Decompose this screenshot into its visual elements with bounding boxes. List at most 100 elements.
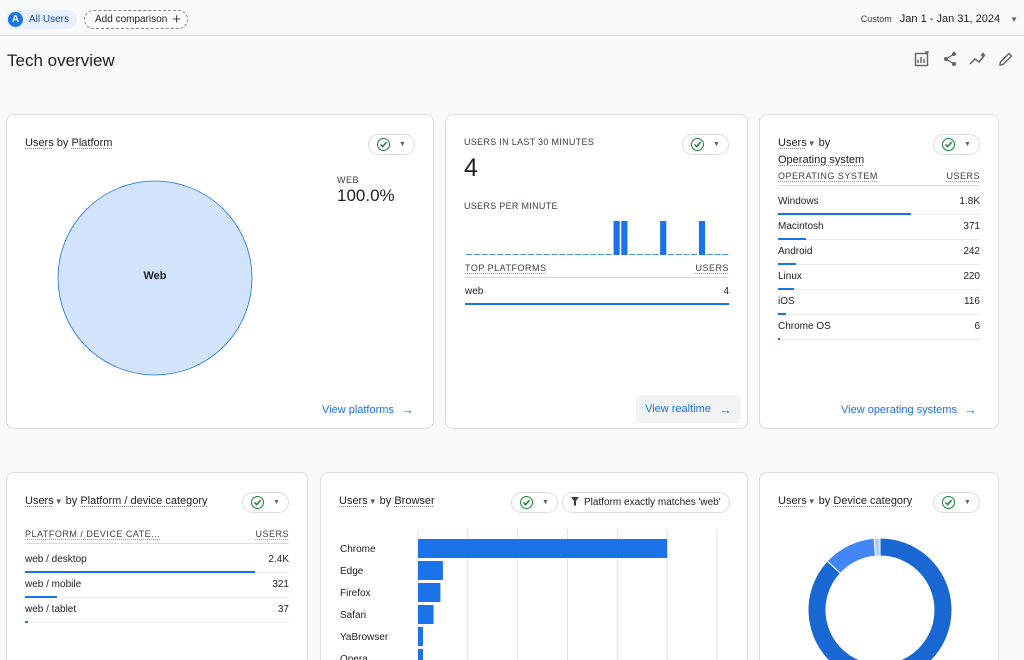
row-value: 4	[723, 286, 729, 297]
header-metric[interactable]: USERS	[255, 529, 289, 539]
caret-down-icon: ▼	[1010, 14, 1018, 24]
minute-bar	[598, 254, 605, 255]
table-row[interactable]: web / mobile 321	[25, 573, 289, 598]
status-dropdown[interactable]: ▼	[933, 492, 980, 513]
metric-label[interactable]: Users	[25, 495, 54, 507]
caret-down-icon: ▼	[713, 141, 720, 148]
donut-slice-mobile[interactable]	[826, 537, 877, 574]
row-proportion-bar	[25, 596, 57, 598]
view-operating-systems-label: View operating systems	[841, 403, 957, 416]
date-range-picker[interactable]: Custom Jan 1 - Jan 31, 2024 ▼	[861, 13, 1018, 25]
table-row[interactable]: Chrome OS 6	[778, 315, 980, 340]
dimension-label[interactable]: Browser	[394, 495, 435, 507]
row-label: Windows	[778, 196, 819, 207]
row-label: web	[465, 286, 484, 297]
row-value: 371	[963, 221, 980, 232]
dimension-label[interactable]: Device category	[833, 495, 913, 507]
report-toolbar	[908, 49, 1020, 69]
check-circle-icon	[377, 138, 391, 151]
by-label: by	[56, 137, 69, 149]
filter-label: Platform exactly matches 'web'	[584, 497, 721, 508]
realtime-value: 4	[464, 154, 478, 182]
customize-report-icon[interactable]	[908, 49, 936, 69]
dimension-label[interactable]: Operating system	[778, 154, 865, 166]
caret-down-icon[interactable]: ▼	[807, 497, 816, 506]
table-row[interactable]: web 4	[465, 280, 729, 305]
donut-slice-desktop[interactable]	[807, 537, 953, 660]
card-title: Users by Platform	[25, 135, 112, 151]
caret-down-icon[interactable]: ▼	[807, 139, 816, 148]
header-dimension[interactable]: PLATFORM / DEVICE CATE...	[25, 529, 161, 539]
segment-label: All Users	[29, 14, 70, 25]
table-row[interactable]: Windows 1.8K	[778, 190, 980, 215]
segment-chip-all-users[interactable]: A All Users	[6, 10, 78, 29]
row-value: 37	[277, 604, 289, 615]
by-label: by	[65, 495, 78, 507]
minute-bar	[636, 254, 643, 255]
dimension-label[interactable]: Platform	[71, 137, 113, 149]
platform-pie-chart	[57, 180, 253, 376]
header-dimension[interactable]: OPERATING SYSTEM	[778, 171, 878, 181]
row-proportion-bar	[25, 621, 29, 623]
view-operating-systems-link[interactable]: View operating systems →	[841, 402, 977, 417]
metric-label[interactable]: Users	[778, 495, 807, 507]
insights-icon[interactable]	[964, 49, 992, 69]
browser-bar[interactable]	[418, 583, 441, 602]
add-comparison-label: Add comparison	[95, 14, 168, 25]
caret-down-icon: ▼	[542, 499, 549, 506]
view-platforms-link[interactable]: View platforms →	[322, 402, 414, 417]
table-row[interactable]: Android 242	[778, 240, 980, 265]
device-table-header: PLATFORM / DEVICE CATE... USERS	[25, 529, 289, 544]
minute-bar	[629, 254, 636, 255]
table-row[interactable]: Macintosh 371	[778, 215, 980, 240]
browser-bar[interactable]	[418, 561, 443, 580]
row-value: 6	[974, 321, 980, 332]
dimension-label[interactable]: Platform / device category	[80, 495, 208, 507]
metric-label[interactable]: Users	[778, 137, 807, 149]
check-circle-icon	[520, 496, 534, 509]
check-circle-icon	[251, 496, 265, 509]
segment-avatar: A	[8, 12, 23, 27]
card-realtime: USERS IN LAST 30 MINUTES 4 ▼ USERS PER M…	[445, 114, 748, 429]
view-realtime-button[interactable]: View realtime →	[636, 395, 741, 423]
pie-slice-label: Web	[143, 270, 167, 282]
status-dropdown[interactable]: ▼	[682, 134, 729, 155]
header-metric[interactable]: USERS	[946, 171, 980, 181]
table-row[interactable]: web / desktop 2.4K	[25, 548, 289, 573]
metric-label[interactable]: Users	[25, 137, 54, 149]
status-dropdown[interactable]: ▼	[933, 134, 980, 155]
date-range-label: Jan 1 - Jan 31, 2024	[899, 13, 1001, 25]
browser-bar-chart: Chrome Edge Firefox Safari YaBrowser Opera	[340, 529, 718, 660]
minute-bar	[473, 254, 480, 255]
table-row[interactable]: iOS 116	[778, 290, 980, 315]
filter-chip[interactable]: Platform exactly matches 'web'	[562, 492, 730, 513]
view-realtime-label: View realtime	[645, 403, 711, 415]
minute-bar	[543, 254, 550, 255]
edit-icon[interactable]	[992, 49, 1020, 69]
metric-label[interactable]: Users	[339, 495, 368, 507]
minute-bar	[621, 221, 628, 255]
minute-bar	[559, 254, 566, 255]
browser-bar[interactable]	[418, 627, 423, 646]
caret-down-icon[interactable]: ▼	[54, 497, 63, 506]
table-row[interactable]: Linux 220	[778, 265, 980, 290]
browser-bar[interactable]	[418, 605, 434, 624]
status-dropdown[interactable]: ▼	[242, 492, 289, 513]
minute-bar	[551, 254, 558, 255]
by-label: by	[818, 137, 831, 149]
row-proportion-bar	[778, 338, 780, 340]
status-dropdown[interactable]: ▼	[511, 492, 558, 513]
add-comparison-button[interactable]: Add comparison +	[84, 10, 189, 29]
caret-down-icon[interactable]: ▼	[368, 497, 377, 506]
date-custom-label: Custom	[860, 14, 892, 24]
card-title: Users▼ by Operating system	[778, 135, 864, 168]
table-row[interactable]: web / tablet 37	[25, 598, 289, 623]
share-icon[interactable]	[936, 49, 964, 69]
status-dropdown[interactable]: ▼	[368, 134, 415, 155]
header-dimension[interactable]: TOP PLATFORMS	[465, 263, 547, 273]
donut-slice-tablet[interactable]	[873, 537, 881, 557]
minute-bar	[481, 254, 488, 255]
browser-bar[interactable]	[418, 539, 668, 558]
header-metric[interactable]: USERS	[695, 263, 729, 273]
browser-bar[interactable]	[418, 649, 423, 660]
